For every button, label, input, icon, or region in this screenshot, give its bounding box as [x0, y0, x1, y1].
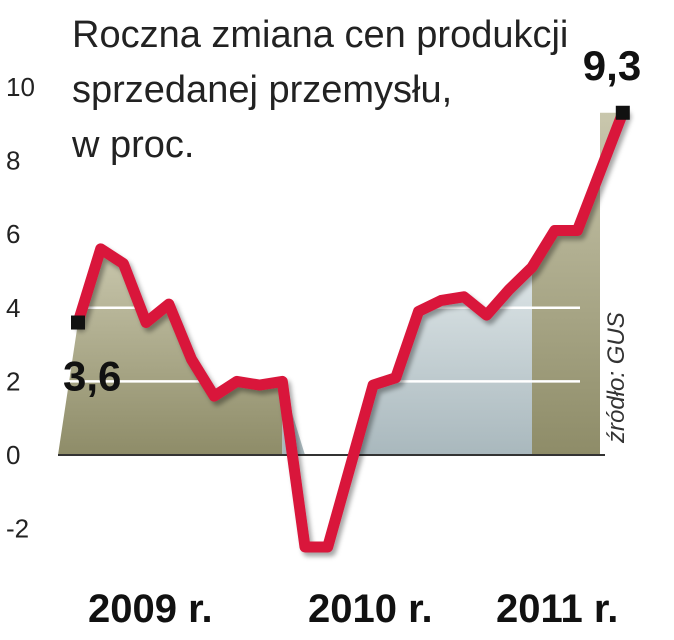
data-label: 9,3	[583, 42, 641, 89]
title-line-2: sprzedanej przemysłu,	[72, 69, 452, 111]
data-points	[71, 105, 630, 330]
data-labels: 3,6 9,3	[63, 42, 641, 400]
source-note: źródło: GUS	[603, 312, 630, 444]
y-tick-label: 0	[6, 440, 20, 470]
chart-title: Roczna zmiana cen produkcji sprzedanej p…	[71, 14, 568, 166]
y-tick-label: 8	[6, 146, 20, 176]
x-tick-label: 2010 r.	[308, 587, 433, 631]
y-tick-label: -2	[6, 514, 29, 544]
x-tick-label: 2009 r.	[88, 587, 213, 631]
x-axis-ticks: 2009 r. 2010 r. 2011 r.	[88, 587, 618, 631]
y-axis-ticks: 10 8 6 4 2 0 -2	[6, 72, 35, 544]
y-tick-label: 2	[6, 366, 20, 396]
title-line-3: w proc.	[71, 124, 194, 166]
data-point-marker	[71, 315, 85, 330]
area-2011	[532, 112, 623, 455]
title-line-1: Roczna zmiana cen produkcji	[72, 14, 568, 56]
y-tick-label: 6	[6, 219, 20, 249]
series-line	[72, 107, 629, 553]
data-label: 3,6	[63, 353, 121, 400]
x-tick-label: 2011 r.	[496, 587, 618, 631]
area-2009	[58, 248, 283, 455]
data-point-marker	[615, 105, 630, 120]
y-tick-label: 4	[6, 293, 20, 323]
y-tick-label: 10	[6, 72, 35, 102]
